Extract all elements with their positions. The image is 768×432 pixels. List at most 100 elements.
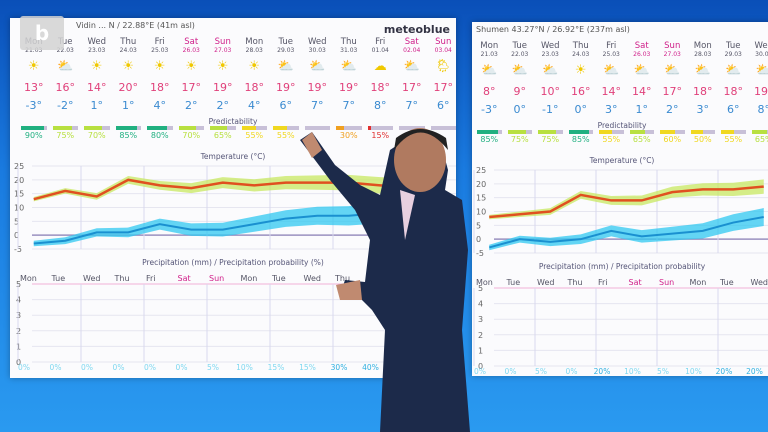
x-tick-label: Tue bbox=[51, 274, 66, 283]
predictability-bar bbox=[660, 130, 685, 134]
precipitation-label: Precipitation (mm) / Precipitation proba… bbox=[538, 262, 706, 271]
predictability-value: 55% bbox=[724, 135, 743, 144]
predictability-bar bbox=[430, 126, 456, 130]
y-tick-label: 15 bbox=[14, 190, 24, 199]
max-temp: 18° bbox=[150, 81, 170, 94]
day-name: Sat bbox=[184, 37, 199, 47]
y-tick-label: 15 bbox=[476, 194, 486, 203]
predictability-bar bbox=[367, 126, 393, 130]
predictability-value: 55% bbox=[245, 131, 264, 140]
day-column: Tue 22.03 ⛅ 9° 0° 75% bbox=[505, 42, 536, 144]
day-name: Mon bbox=[480, 41, 499, 51]
min-temp: 2° bbox=[185, 99, 198, 112]
max-temp: 17° bbox=[181, 81, 202, 94]
day-name: Sun bbox=[214, 37, 231, 47]
btv-logo: b bbox=[20, 16, 64, 50]
day-column: Sat 26.03 ☀ 17° 2° 70% bbox=[176, 38, 208, 140]
max-temp: 18° bbox=[693, 85, 713, 98]
day-name: Fri bbox=[606, 41, 617, 51]
predictability-bar bbox=[21, 126, 47, 130]
precip-probability: 20% bbox=[746, 367, 763, 376]
precip-probability: 10% bbox=[236, 363, 253, 372]
sun-icon: ☀ bbox=[122, 59, 135, 74]
precip-probability: 15% bbox=[267, 363, 285, 372]
day-name: Sat bbox=[634, 41, 649, 51]
precip-probability: 5% bbox=[535, 367, 547, 376]
max-temp: 18° bbox=[370, 81, 391, 94]
temperature-label: Temperature (°C) bbox=[200, 152, 266, 161]
date: 24.03 bbox=[119, 47, 137, 54]
y-tick-label: 0 bbox=[476, 235, 481, 244]
x-tick-label: Sun bbox=[659, 278, 674, 287]
day-name: Fri bbox=[375, 37, 386, 47]
y-tick-label: -5 bbox=[476, 249, 484, 258]
y-tick-label: 4 bbox=[16, 296, 21, 305]
y-tick-label: 2 bbox=[16, 327, 21, 336]
date: 22.03 bbox=[511, 51, 529, 58]
day-column: Sun 27.03 ☀ 19° 2° 65% bbox=[207, 38, 239, 140]
location: Shumen 43.27°N / 26.92°E (237m asl) bbox=[476, 25, 630, 34]
x-tick-label: Tue bbox=[271, 274, 286, 283]
predictability-bar bbox=[84, 126, 110, 130]
predictability-value: 15% bbox=[371, 131, 390, 140]
min-temp-band bbox=[489, 208, 764, 251]
sun-cloud-icon: ⛅ bbox=[664, 63, 681, 78]
precip-probability: 5% bbox=[207, 363, 219, 372]
day-column: Fri 25.03 ☀ 18° 4° 80% bbox=[144, 38, 176, 140]
date: 27.03 bbox=[214, 47, 232, 54]
predictability-bar bbox=[399, 126, 425, 130]
day-name: Wed bbox=[87, 37, 107, 47]
y-tick-label: 0 bbox=[14, 231, 19, 240]
date: 23.03 bbox=[541, 51, 559, 58]
precip-probability: 0% bbox=[474, 367, 486, 376]
precip-probability: 0% bbox=[504, 367, 517, 376]
y-tick-label: 10 bbox=[476, 208, 486, 217]
date: 24.03 bbox=[572, 51, 590, 58]
max-temp: 16° bbox=[55, 81, 76, 94]
predictability-value: 55% bbox=[602, 135, 621, 144]
min-temp: 0° bbox=[574, 103, 588, 116]
precip-probability: 0% bbox=[18, 363, 30, 372]
date: 03.04 bbox=[434, 47, 452, 54]
predictability-bar bbox=[210, 126, 236, 130]
precip-probability: 20% bbox=[715, 367, 733, 376]
x-tick-label: Wed bbox=[83, 274, 100, 283]
y-tick-label: 5 bbox=[478, 284, 483, 293]
precip-probability: 0% bbox=[81, 363, 93, 372]
max-temp: 17° bbox=[433, 81, 454, 94]
date: 29.03 bbox=[724, 51, 742, 58]
y-tick-label: 5 bbox=[476, 221, 481, 230]
day-name: Wed bbox=[754, 41, 768, 51]
day-column: Sat 26.03 ⛅ 14° 1° 65% bbox=[627, 42, 658, 144]
day-column: Wed 30.03 ⛅ 19° 7° bbox=[302, 38, 334, 131]
min-temp: 8° bbox=[374, 99, 387, 112]
location: Vidin ... N / 22.88°E (41m asl) bbox=[76, 21, 195, 30]
predictability-value: 85% bbox=[119, 131, 138, 140]
max-temp: 19° bbox=[339, 81, 359, 94]
day-column: Fri 01.04 ☁ 18° 8° 15% bbox=[365, 38, 397, 140]
min-temp: 0° bbox=[513, 103, 527, 116]
y-tick-label: 2 bbox=[478, 331, 483, 340]
day-column: Tue 22.03 ⛅ 16° -2° 75% bbox=[50, 38, 82, 140]
min-temp: 3° bbox=[605, 103, 618, 116]
day-column: Tue 29.03 ⛅ 18° 6° 55% bbox=[718, 42, 749, 144]
predictability-value: 90% bbox=[24, 131, 43, 140]
x-tick-label: Thu bbox=[114, 274, 130, 283]
sun-cloud-icon: ⛅ bbox=[481, 63, 498, 78]
day-column: Thu 31.03 ⛅ 19° 7° 30% bbox=[333, 38, 365, 140]
day-name: Fri bbox=[154, 37, 165, 47]
day-column: Sat 02.04 ⛅ 17° 7° bbox=[396, 38, 428, 131]
day-name: Thu bbox=[572, 41, 589, 51]
predictability-bar bbox=[273, 126, 299, 130]
x-tick-label: Sat bbox=[178, 274, 191, 283]
predictability-bar bbox=[599, 130, 624, 134]
date: 30.03 bbox=[308, 47, 326, 54]
predictability-bar bbox=[147, 126, 173, 130]
min-temp: 1° bbox=[122, 99, 135, 112]
day-column: Mon 28.03 ☀ 18° 4° 55% bbox=[239, 38, 271, 140]
x-tick-label: Sun bbox=[209, 274, 224, 283]
predictability-value: 70% bbox=[182, 131, 201, 140]
predictability-value: 75% bbox=[510, 135, 529, 144]
day-name: Sun bbox=[435, 37, 452, 47]
